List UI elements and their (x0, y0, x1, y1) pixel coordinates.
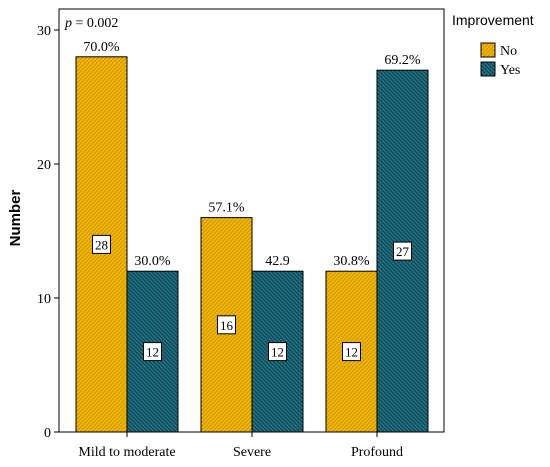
percent-label-no-mild-to-moderate: 70.0% (83, 40, 120, 55)
bar-no-mild-to-moderate (75, 56, 128, 433)
percent-label-yes-mild-to-moderate: 30.0% (134, 254, 171, 269)
percent-label-yes-severe: 42.9 (265, 254, 290, 269)
y-tick-label-0: 0 (44, 426, 51, 441)
count-label-no-mild-to-moderate: 28 (95, 237, 108, 252)
x-tick-label-profound: Profound (351, 445, 403, 460)
count-label-yes-mild-to-moderate: 12 (146, 345, 159, 360)
legend-label-yes: Yes (500, 63, 520, 78)
y-axis-title: Number (7, 190, 24, 247)
data-labels: 70.0% 28 30.0% 12 57.1% 16 42.9 12 30.8% 12 69.2% 2… (83, 40, 421, 362)
count-label-no-severe: 16 (220, 318, 234, 333)
legend: Improvement No Yes (452, 12, 534, 78)
count-box-no-profound (342, 342, 361, 362)
percent-label-no-profound: 30.8% (333, 254, 370, 269)
y-axis: 0 10 20 30 (37, 24, 59, 441)
x-axis: Mild to moderate Severe Profound (78, 432, 403, 460)
y-tick-label-30: 30 (37, 24, 51, 39)
count-label-yes-profound: 27 (396, 244, 410, 259)
x-tick-label-mild-to-moderate: Mild to moderate (78, 445, 175, 460)
p-value-annotation: p = 0.002 (64, 16, 118, 31)
count-box-yes-mild-to-moderate (143, 342, 162, 362)
legend-swatch-yes (480, 61, 496, 77)
count-box-yes-profound (393, 241, 412, 261)
count-box-yes-severe (268, 342, 287, 362)
count-label-yes-severe: 12 (271, 345, 284, 360)
p-symbol: p (64, 16, 72, 31)
legend-swatch-no (480, 42, 496, 58)
legend-title: Improvement (452, 12, 534, 28)
count-box-no-severe (217, 315, 236, 335)
count-box-no-mild-to-moderate (92, 234, 111, 254)
y-tick-label-10: 10 (37, 292, 51, 307)
percent-label-yes-profound: 69.2% (384, 53, 421, 68)
percent-label-no-severe: 57.1% (208, 201, 245, 216)
count-label-no-profound: 12 (345, 345, 358, 360)
legend-label-no: No (500, 44, 517, 59)
x-tick-label-severe: Severe (233, 445, 271, 460)
p-value: = 0.002 (76, 16, 119, 31)
y-tick-label-20: 20 (37, 158, 51, 173)
bars-layer (75, 56, 429, 433)
